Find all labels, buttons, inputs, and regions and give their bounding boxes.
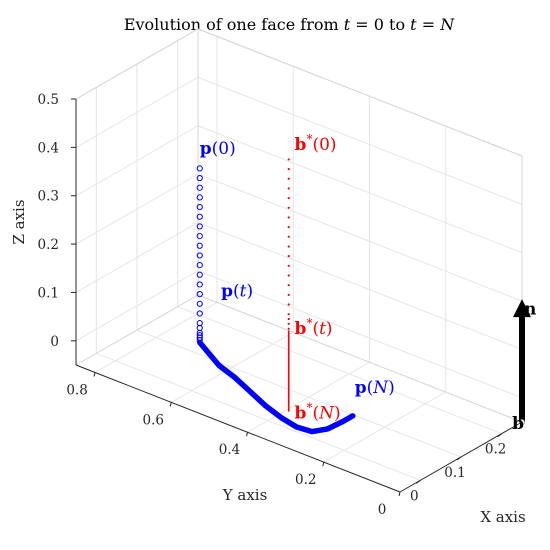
series-point	[196, 194, 203, 201]
box-edge	[75, 294, 199, 366]
y-tick	[246, 432, 249, 437]
label-b0: b*(0)	[295, 132, 337, 155]
x-tick-label: 0.2	[485, 442, 506, 458]
series-point	[196, 310, 203, 317]
box-edge	[197, 294, 523, 423]
grid-line	[96, 352, 421, 481]
y-tick	[93, 372, 96, 377]
plot-area	[196, 158, 531, 435]
y-axis-label: Y axis	[222, 486, 268, 504]
series-point	[196, 281, 203, 288]
series-point	[196, 203, 203, 211]
grid-line	[197, 76, 523, 205]
series-point	[287, 322, 290, 325]
grid-line	[136, 329, 462, 458]
z-tick-label: 0.4	[38, 140, 59, 156]
y-tick-label: 0.2	[295, 472, 316, 488]
series-point	[196, 232, 203, 240]
series-point	[287, 235, 290, 238]
series-point	[196, 184, 203, 191]
grid-line	[171, 331, 294, 403]
y-tick-label: 0.8	[66, 382, 87, 398]
annotations: p(0) p(t) p(N) b*(0) b*(t) b*(N) n b	[200, 132, 537, 434]
box-edge	[75, 28, 199, 100]
grid-line	[94, 302, 218, 373]
x-tick	[456, 456, 462, 461]
label-bt: b*(t)	[295, 316, 333, 339]
chart-title: Evolution of one face from t = 0 to t = …	[124, 15, 455, 34]
x-tick-label: 0.1	[444, 465, 465, 481]
series-line	[197, 339, 356, 435]
x-tick-label: 0	[410, 488, 419, 504]
series-point	[196, 213, 203, 220]
axes: 0 0.1 0.2 0 0.2 0.4 0.6 0.8 0 0.1 0.2 0.3 0.4 0.5	[38, 92, 523, 518]
grid-line	[247, 361, 370, 433]
label-n: n	[524, 299, 536, 319]
series-point	[287, 313, 290, 316]
grid-line	[177, 306, 502, 435]
y-tick	[398, 491, 401, 497]
grid-line	[197, 173, 523, 302]
normal-arrow-head	[513, 299, 531, 318]
y-tick-label: 0	[378, 502, 387, 518]
z-tick-label: 0.1	[38, 285, 59, 301]
series-point	[196, 242, 203, 249]
series-point	[287, 168, 290, 171]
series-point	[287, 216, 290, 219]
series-point	[287, 303, 290, 306]
grid-line	[197, 125, 523, 254]
series-point	[287, 245, 290, 248]
series-point	[196, 165, 203, 172]
z-tick-label: 0.2	[38, 237, 59, 253]
series-point	[287, 317, 290, 321]
series-point	[196, 300, 203, 307]
series-point	[287, 158, 290, 161]
z-tick-label: 0.3	[38, 189, 59, 205]
arrow-base-point	[519, 419, 525, 425]
series-point	[287, 293, 290, 296]
label-pN: p(N)	[355, 378, 395, 398]
series-point	[287, 226, 290, 229]
y-axis-line	[75, 364, 401, 493]
z-tick-label: 0	[50, 334, 59, 350]
x-tick	[497, 433, 502, 438]
series-point	[196, 291, 203, 298]
y-tick-label: 0.4	[219, 442, 240, 458]
label-pt: p(t)	[221, 282, 253, 302]
y-tick	[169, 402, 172, 407]
series-point	[287, 255, 290, 258]
grid-line	[197, 270, 523, 399]
grid-line	[197, 221, 523, 350]
label-p0: p(0)	[200, 139, 236, 159]
y-tick-label: 0.6	[143, 412, 164, 428]
series-point	[287, 197, 290, 200]
series-point	[196, 223, 203, 230]
series-point	[196, 271, 203, 278]
z-tick-label: 0.5	[38, 92, 59, 108]
series-point	[287, 264, 290, 267]
x-tick	[416, 479, 421, 484]
x-axis-label: X axis	[480, 508, 525, 526]
box-edge	[197, 28, 523, 157]
series-point	[196, 262, 203, 269]
y-tick	[322, 461, 325, 467]
grid-line	[323, 391, 447, 463]
label-bN: b*(N)	[295, 401, 341, 424]
label-b: b	[512, 414, 524, 434]
series-point	[196, 252, 203, 259]
grid-lines	[75, 28, 523, 493]
z-axis-label: Z axis	[10, 199, 28, 244]
series-point	[287, 206, 290, 209]
series-point	[287, 327, 290, 330]
series-point	[287, 284, 290, 287]
series-point	[287, 187, 290, 190]
series-point	[287, 274, 290, 277]
series-point	[196, 174, 203, 182]
series-point	[287, 177, 290, 180]
